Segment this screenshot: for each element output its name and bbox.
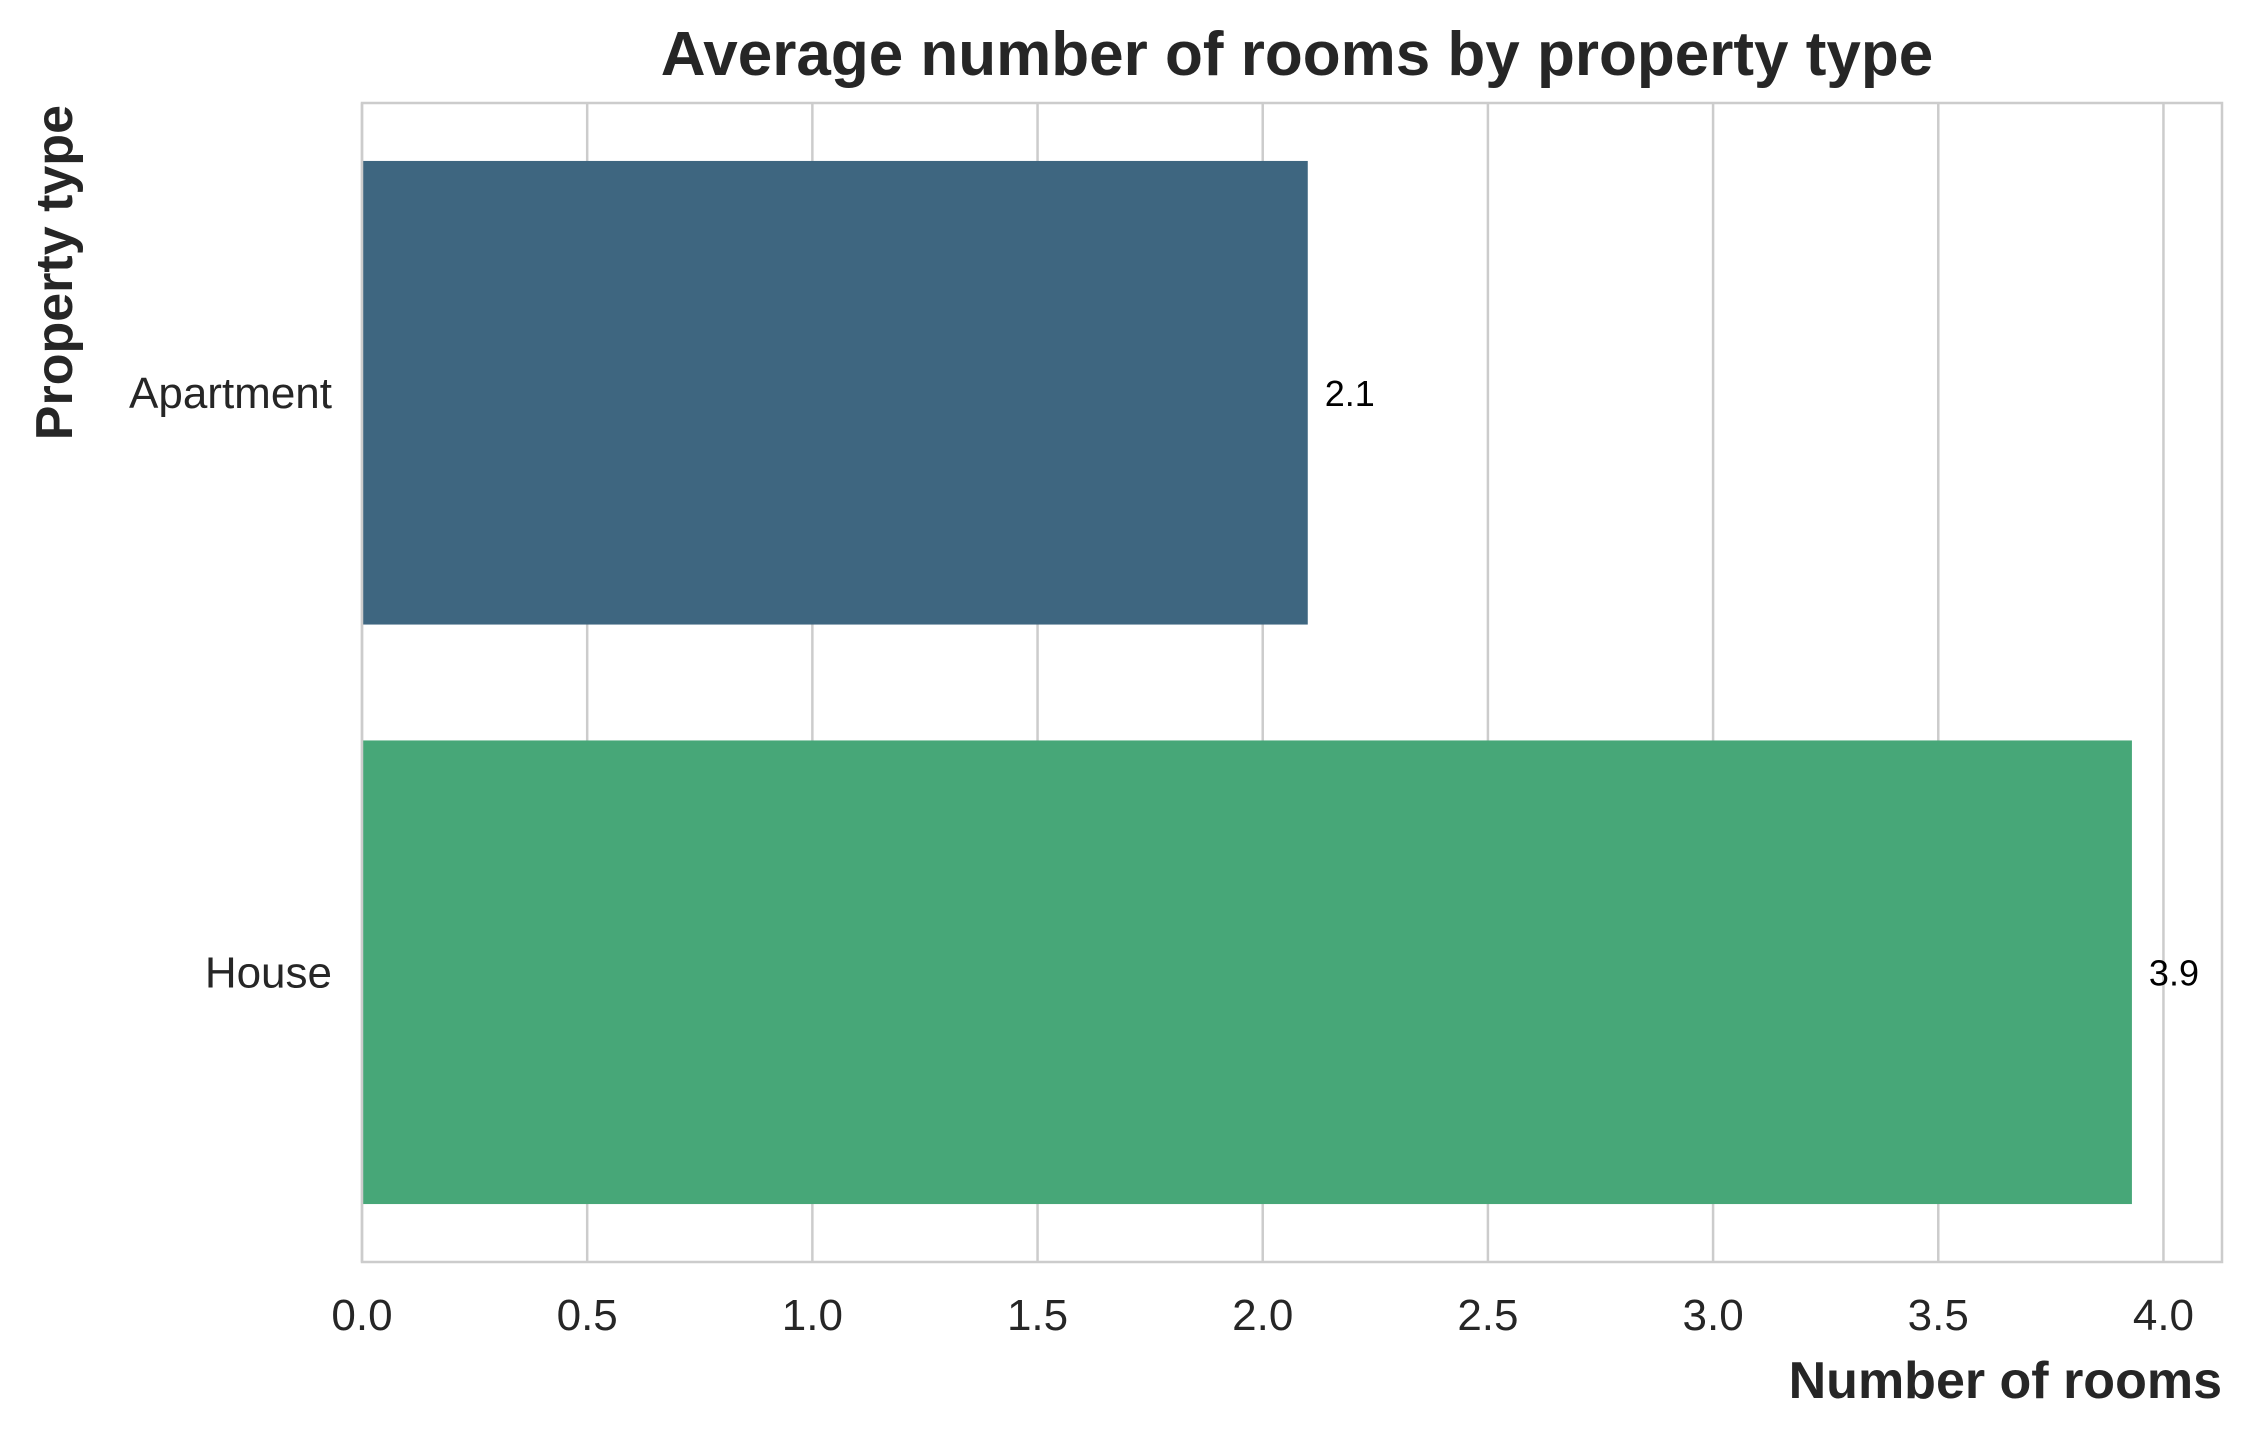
- data-label: 2.1: [1325, 373, 1375, 414]
- chart-title: Average number of rooms by property type: [661, 20, 1933, 89]
- data-labels: 2.1 3.9: [1325, 373, 2199, 994]
- axes-frame: [360, 101, 2224, 1264]
- x-tick-label: 0.0: [331, 1291, 392, 1340]
- x-tick-label: 2.0: [1232, 1291, 1293, 1340]
- y-tick-label: House: [205, 948, 332, 997]
- x-tick-label: 3.0: [1683, 1291, 1744, 1340]
- plot-frame: [360, 101, 2224, 1264]
- y-axis-label: Property type: [26, 105, 84, 440]
- x-tick-label: 4.0: [2133, 1291, 2194, 1340]
- x-axis-label: Number of rooms: [1789, 1352, 2222, 1410]
- x-tick-label: 1.5: [1007, 1291, 1068, 1340]
- x-tick-label: 1.0: [782, 1291, 843, 1340]
- bars: [362, 160, 2132, 1205]
- x-tick-label: 3.5: [1908, 1291, 1969, 1340]
- y-tick-label: Apartment: [129, 369, 332, 418]
- bar-house: [362, 740, 2132, 1205]
- x-tick-label: 0.5: [557, 1291, 618, 1340]
- x-tick-label: 2.5: [1457, 1291, 1518, 1340]
- data-label: 3.9: [2149, 952, 2199, 993]
- bar-apartment: [362, 160, 1308, 625]
- tick-labels: 0.0 0.5 1.0 1.5 2.0 2.5 3.0 3.5 4.0 Apartment Hous…: [129, 369, 2194, 1340]
